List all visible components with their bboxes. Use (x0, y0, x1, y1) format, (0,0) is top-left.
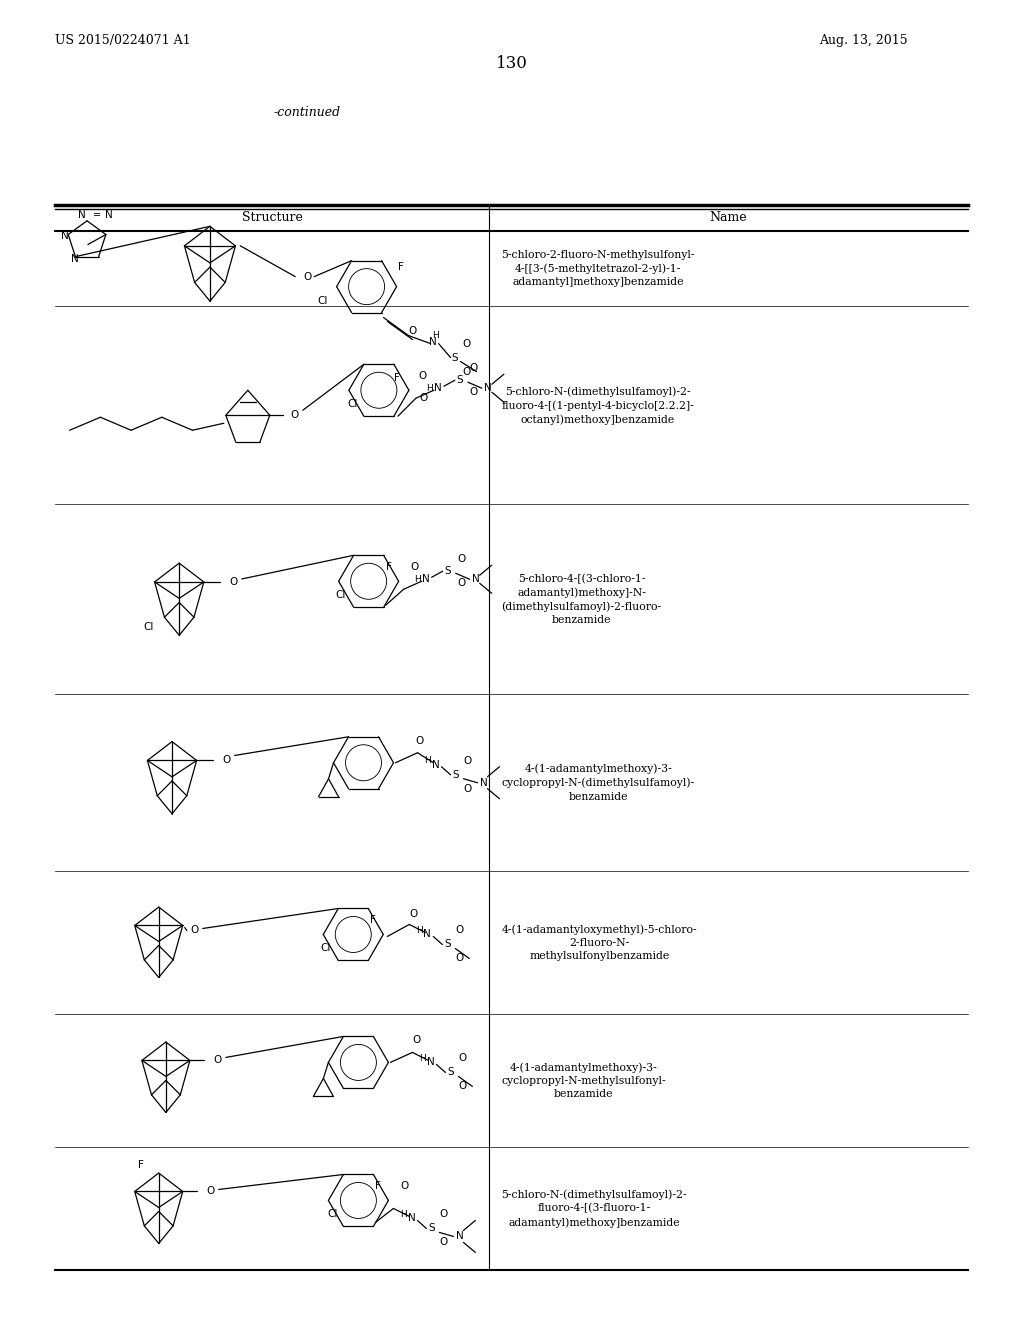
Text: O: O (413, 1035, 421, 1045)
Text: H: H (415, 574, 421, 583)
Text: O: O (464, 784, 472, 793)
Text: Cl: Cl (336, 590, 346, 601)
Text: 4-(1-adamantylmethoxy)-3-
cyclopropyl-N-(dimethylsulfamoyl)-
benzamide: 4-(1-adamantylmethoxy)-3- cyclopropyl-N-… (502, 764, 694, 801)
Text: O: O (470, 363, 478, 374)
Text: -continued: -continued (273, 106, 341, 119)
Text: O: O (190, 925, 199, 936)
Text: O: O (439, 1209, 447, 1220)
Text: N: N (61, 231, 69, 240)
Text: O: O (400, 1181, 409, 1192)
Text: N: N (484, 383, 492, 393)
Text: S: S (447, 1068, 454, 1077)
Text: H: H (419, 1053, 426, 1063)
Text: =: = (93, 210, 101, 219)
Text: N: N (105, 210, 113, 219)
Text: O: O (420, 393, 428, 403)
Text: N: N (422, 574, 429, 585)
Text: 130: 130 (496, 55, 528, 73)
Text: N: N (472, 574, 479, 585)
Text: O: O (455, 925, 464, 936)
Text: N: N (432, 760, 439, 770)
Text: US 2015/0224071 A1: US 2015/0224071 A1 (55, 34, 190, 48)
Text: Structure: Structure (242, 211, 303, 223)
Text: H: H (416, 927, 423, 935)
Text: N: N (408, 1213, 416, 1224)
Text: S: S (457, 375, 463, 385)
Text: 5-chloro-2-fluoro-N-methylsulfonyl-
4-[[3-(5-methyltetrazol-2-yl)-1-
adamantyl]m: 5-chloro-2-fluoro-N-methylsulfonyl- 4-[[… (502, 249, 695, 288)
Text: O: O (455, 953, 464, 964)
Text: Cl: Cl (348, 399, 358, 409)
Text: O: O (410, 909, 418, 920)
Text: H: H (400, 1210, 407, 1218)
Text: O: O (439, 1237, 447, 1247)
Text: O: O (303, 272, 311, 281)
Text: S: S (428, 1224, 435, 1233)
Text: Name: Name (710, 211, 748, 223)
Text: F: F (397, 261, 403, 272)
Text: N: N (427, 1057, 434, 1068)
Text: O: O (463, 367, 471, 376)
Text: Aug. 13, 2015: Aug. 13, 2015 (819, 34, 908, 48)
Text: F: F (371, 916, 376, 925)
Text: O: O (229, 577, 238, 587)
Text: 5-chloro-4-[(3-chloro-1-
adamantyl)methoxy]-N-
(dimethylsulfamoyl)-2-fluoro-
ben: 5-chloro-4-[(3-chloro-1- adamantyl)metho… (502, 573, 662, 626)
Text: O: O (291, 411, 299, 420)
Text: O: O (470, 387, 478, 397)
Text: O: O (214, 1056, 222, 1065)
Text: N: N (429, 337, 436, 347)
Text: Cl: Cl (328, 1209, 338, 1220)
Text: H: H (424, 756, 431, 766)
Text: N: N (456, 1232, 463, 1241)
Text: Cl: Cl (143, 622, 154, 632)
Text: F: F (386, 562, 391, 573)
Text: 4-(1-adamantyloxymethyl)-5-chloro-
2-fluoro-N-
methylsulfonylbenzamide: 4-(1-adamantyloxymethyl)-5-chloro- 2-flu… (502, 924, 697, 961)
Text: H: H (427, 384, 433, 393)
Text: N: N (423, 929, 431, 940)
Text: S: S (444, 566, 451, 577)
Text: N: N (71, 253, 79, 264)
Text: S: S (444, 940, 451, 949)
Text: Cl: Cl (321, 944, 331, 953)
Text: F: F (376, 1181, 381, 1192)
Text: O: O (458, 578, 466, 589)
Text: O: O (464, 756, 472, 766)
Text: Cl: Cl (317, 296, 328, 306)
Text: O: O (207, 1187, 215, 1196)
Text: 4-(1-adamantylmethoxy)-3-
cyclopropyl-N-methylsulfonyl-
benzamide: 4-(1-adamantylmethoxy)-3- cyclopropyl-N-… (502, 1061, 666, 1100)
Text: N: N (434, 383, 441, 393)
Text: O: O (419, 371, 427, 381)
Text: O: O (463, 339, 471, 348)
Text: H: H (432, 331, 439, 341)
Text: O: O (222, 755, 230, 766)
Text: 5-chloro-N-(dimethylsulfamoyl)-2-
fluoro-4-[(1-pentyl-4-bicyclo[2.2.2]-
octanyl): 5-chloro-N-(dimethylsulfamoyl)-2- fluoro… (502, 385, 694, 425)
Text: O: O (459, 1053, 467, 1064)
Text: O: O (416, 735, 424, 746)
Text: S: S (453, 770, 459, 780)
Text: N: N (479, 777, 487, 788)
Text: O: O (411, 562, 419, 573)
Text: S: S (452, 352, 458, 363)
Text: N: N (78, 210, 86, 219)
Text: O: O (458, 554, 466, 564)
Text: O: O (409, 326, 417, 335)
Text: F: F (138, 1160, 143, 1170)
Text: O: O (459, 1081, 467, 1092)
Text: 5-chloro-N-(dimethylsulfamoyl)-2-
fluoro-4-[(3-fluoro-1-
adamantyl)methoxy]benza: 5-chloro-N-(dimethylsulfamoyl)-2- fluoro… (502, 1189, 687, 1228)
Text: F: F (394, 374, 399, 383)
